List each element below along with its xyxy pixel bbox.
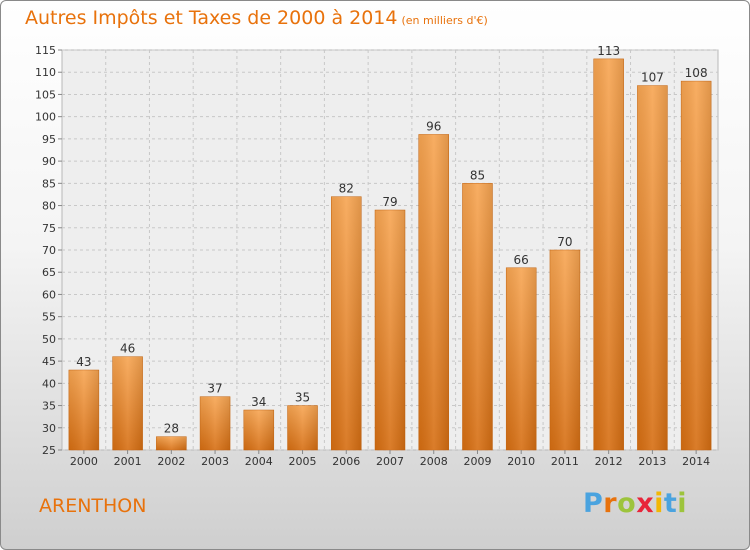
bar-shade (593, 58, 624, 451)
y-tick-label: 40 (42, 377, 56, 390)
y-tick-label: 35 (42, 400, 56, 413)
data-label: 96 (426, 119, 441, 133)
y-tick-label: 110 (35, 66, 56, 79)
data-label: 46 (120, 342, 135, 356)
bar-shade (243, 410, 274, 450)
y-tick-label: 85 (42, 177, 56, 190)
bar-shade (112, 356, 143, 450)
bar-shade (156, 436, 187, 450)
y-tick-label: 45 (42, 355, 56, 368)
logo-letter: i (654, 488, 664, 519)
bar-shade (375, 210, 405, 450)
x-tick-label: 2006 (332, 455, 360, 468)
y-tick-label: 115 (35, 44, 56, 57)
data-label: 107 (641, 71, 664, 85)
y-tick-label: 60 (42, 288, 56, 301)
x-tick-label: 2013 (638, 455, 666, 468)
y-tick-label: 100 (35, 111, 56, 124)
x-tick-label: 2011 (551, 455, 579, 468)
y-tick-label: 50 (42, 333, 56, 346)
logo-letter: x (636, 488, 655, 519)
bar-shade (637, 85, 668, 451)
x-tick-label: 2001 (114, 455, 142, 468)
commune-name: ARENTHON (39, 495, 147, 517)
bar-shade (287, 405, 318, 450)
logo-letter: P (583, 488, 604, 519)
x-tick-label: 2014 (682, 455, 710, 468)
bar-shade (549, 250, 580, 450)
logo-letter: t (663, 488, 678, 519)
logo-letter: r (603, 488, 618, 519)
y-tick-label: 65 (42, 266, 56, 279)
x-tick-label: 2002 (157, 455, 185, 468)
bar-shade (331, 196, 362, 450)
x-tick-label: 2010 (507, 455, 535, 468)
data-label: 66 (514, 253, 529, 267)
x-tick-label: 2012 (595, 455, 623, 468)
x-tick-label: 2003 (201, 455, 229, 468)
proxiti-logo: Proxiti (583, 488, 687, 519)
data-label: 37 (207, 382, 222, 396)
data-label: 108 (685, 66, 708, 80)
y-tick-label: 90 (42, 155, 56, 168)
y-tick-label: 80 (42, 200, 56, 213)
bar-shade (462, 183, 493, 451)
logo-letter: i (677, 488, 688, 519)
data-label: 34 (251, 395, 266, 409)
x-tick-label: 2007 (376, 455, 404, 468)
y-tick-label: 30 (42, 422, 56, 435)
data-label: 79 (382, 195, 397, 209)
bar-shade (200, 396, 231, 450)
data-label: 85 (470, 168, 485, 182)
data-label: 82 (339, 182, 354, 196)
data-label: 28 (164, 422, 179, 436)
y-tick-label: 75 (42, 222, 56, 235)
data-label: 113 (597, 44, 620, 58)
bar-shade (68, 370, 99, 450)
data-label: 70 (557, 235, 572, 249)
y-tick-label: 95 (42, 133, 56, 146)
chart-title: Autres Impôts et Taxes de 2000 à 2014 (en… (25, 7, 488, 29)
y-tick-label: 25 (42, 444, 56, 457)
title-unit: (en milliers d'€) (401, 14, 488, 27)
data-label: 43 (76, 355, 91, 369)
x-tick-label: 2005 (289, 455, 317, 468)
bar-shade (681, 81, 712, 450)
x-tick-label: 2008 (420, 455, 448, 468)
x-tick-label: 2004 (245, 455, 273, 468)
y-tick-label: 70 (42, 244, 56, 257)
y-tick-label: 105 (35, 88, 56, 101)
bar-shade (506, 267, 537, 450)
data-label: 35 (295, 391, 310, 405)
x-tick-label: 2009 (463, 455, 491, 468)
y-tick-label: 55 (42, 311, 56, 324)
logo-letter: o (617, 488, 637, 519)
x-tick-label: 2000 (70, 455, 98, 468)
bar-shade (418, 134, 449, 450)
